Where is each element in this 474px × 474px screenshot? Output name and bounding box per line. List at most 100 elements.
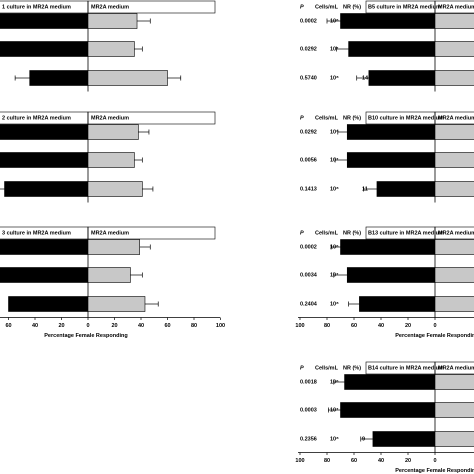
- bar: [8, 296, 89, 312]
- table-cell: 10⁷: [330, 157, 339, 163]
- column-header: NR (%): [343, 115, 361, 121]
- bar: [346, 152, 436, 168]
- legend-label: 1 culture in MR2A medium: [2, 4, 71, 10]
- column-header: P: [300, 115, 304, 121]
- table-cell: 0.0292: [300, 129, 317, 135]
- bar: [87, 296, 146, 312]
- table-cell: 0.2404: [300, 301, 318, 307]
- bar: [434, 70, 474, 86]
- bar: [0, 267, 89, 283]
- x-tick-label: 100: [295, 323, 304, 329]
- x-tick-label: 20: [405, 323, 411, 329]
- legend-label: 2 culture in MR2A medium: [2, 115, 71, 121]
- table-cell: 0.0018: [300, 379, 317, 385]
- bar: [0, 13, 89, 29]
- column-header: Cells/mL: [315, 4, 339, 10]
- bar: [434, 41, 474, 57]
- table-cell: 10⁶: [330, 18, 339, 24]
- legend-label: MR2A medium: [438, 4, 474, 10]
- bar: [0, 41, 89, 57]
- table-cell: 10⁶: [330, 379, 339, 385]
- column-header: P: [300, 4, 304, 10]
- bar: [87, 267, 131, 283]
- table-cell: 10⁸: [330, 186, 339, 192]
- bar: [87, 152, 135, 168]
- bar: [434, 267, 474, 283]
- bar: [0, 152, 89, 168]
- table-cell: 0.5740: [300, 75, 317, 81]
- bar: [434, 181, 474, 197]
- column-header: P: [300, 230, 304, 236]
- table-cell: 0.0002: [300, 18, 317, 24]
- x-tick-label: 100: [216, 323, 225, 329]
- bar: [87, 13, 138, 29]
- table-cell: 14: [362, 75, 369, 81]
- legend-label: B14 culture in MR2A medium: [368, 365, 444, 371]
- legend-label: MR2A medium: [438, 230, 474, 236]
- table-cell: 0.0002: [300, 244, 317, 250]
- x-axis-label: Percentage Female Responding: [395, 333, 474, 339]
- x-tick-label: 60: [5, 323, 11, 329]
- table-cell: 10⁶: [330, 129, 339, 135]
- bar: [434, 296, 474, 312]
- table-cell: 10⁶: [330, 244, 339, 250]
- bar: [340, 13, 436, 29]
- bar: [87, 124, 139, 140]
- legend-label: MR2A medium: [438, 365, 474, 371]
- legend-label: MR2A medium: [91, 230, 129, 236]
- x-tick-label: 0: [86, 323, 89, 329]
- x-tick-label: 60: [351, 323, 357, 329]
- bar: [87, 181, 143, 197]
- table-cell: 0.0292: [300, 46, 317, 52]
- column-header: Cells/mL: [315, 230, 339, 236]
- bar: [434, 13, 474, 29]
- bar: [344, 374, 436, 390]
- x-tick-label: 40: [378, 323, 384, 329]
- table-cell: 11: [362, 186, 368, 192]
- bar: [340, 239, 436, 255]
- x-tick-label: 0: [433, 323, 436, 329]
- table-cell: 0.0056: [300, 157, 317, 163]
- bar: [0, 124, 89, 140]
- bar: [376, 181, 436, 197]
- bar: [434, 374, 474, 390]
- table-cell: 9: [362, 436, 365, 442]
- bar: [434, 402, 474, 418]
- legend-label: MR2A medium: [91, 115, 129, 121]
- table-cell: 10⁷: [330, 46, 339, 52]
- x-tick-label: 100: [295, 458, 304, 464]
- x-axis-label: Percentage Female Responding: [44, 333, 127, 339]
- x-tick-label: 20: [405, 458, 411, 464]
- legend-label: MR2A medium: [91, 4, 129, 10]
- bar: [29, 70, 89, 86]
- bar: [368, 70, 436, 86]
- bar: [340, 402, 436, 418]
- x-axis-label: Percentage Female Responding: [395, 468, 474, 474]
- bar: [434, 239, 474, 255]
- bar: [87, 70, 168, 86]
- column-header: NR (%): [343, 365, 361, 371]
- table-cell: 0.1413: [300, 186, 317, 192]
- bar: [346, 124, 436, 140]
- table-cell: 10⁷: [330, 272, 339, 278]
- bar: [434, 124, 474, 140]
- legend-label: B10 culture in MR2A medium: [368, 115, 444, 121]
- bar: [346, 267, 436, 283]
- x-tick-label: 20: [111, 323, 117, 329]
- x-tick-label: 60: [164, 323, 170, 329]
- table-cell: 10⁸: [330, 436, 339, 442]
- bar: [4, 181, 89, 197]
- bar: [348, 41, 436, 57]
- table-cell: 0.2356: [300, 436, 317, 442]
- column-header: Cells/mL: [315, 115, 339, 121]
- bar: [0, 239, 89, 255]
- column-header: NR (%): [343, 4, 361, 10]
- x-tick-label: 80: [191, 323, 197, 329]
- table-cell: 0.0034: [300, 272, 318, 278]
- x-tick-label: 20: [58, 323, 64, 329]
- x-tick-label: 60: [351, 458, 357, 464]
- table-cell: 0.0003: [300, 407, 317, 413]
- table-cell: 10⁸: [330, 75, 339, 81]
- bar: [372, 431, 436, 447]
